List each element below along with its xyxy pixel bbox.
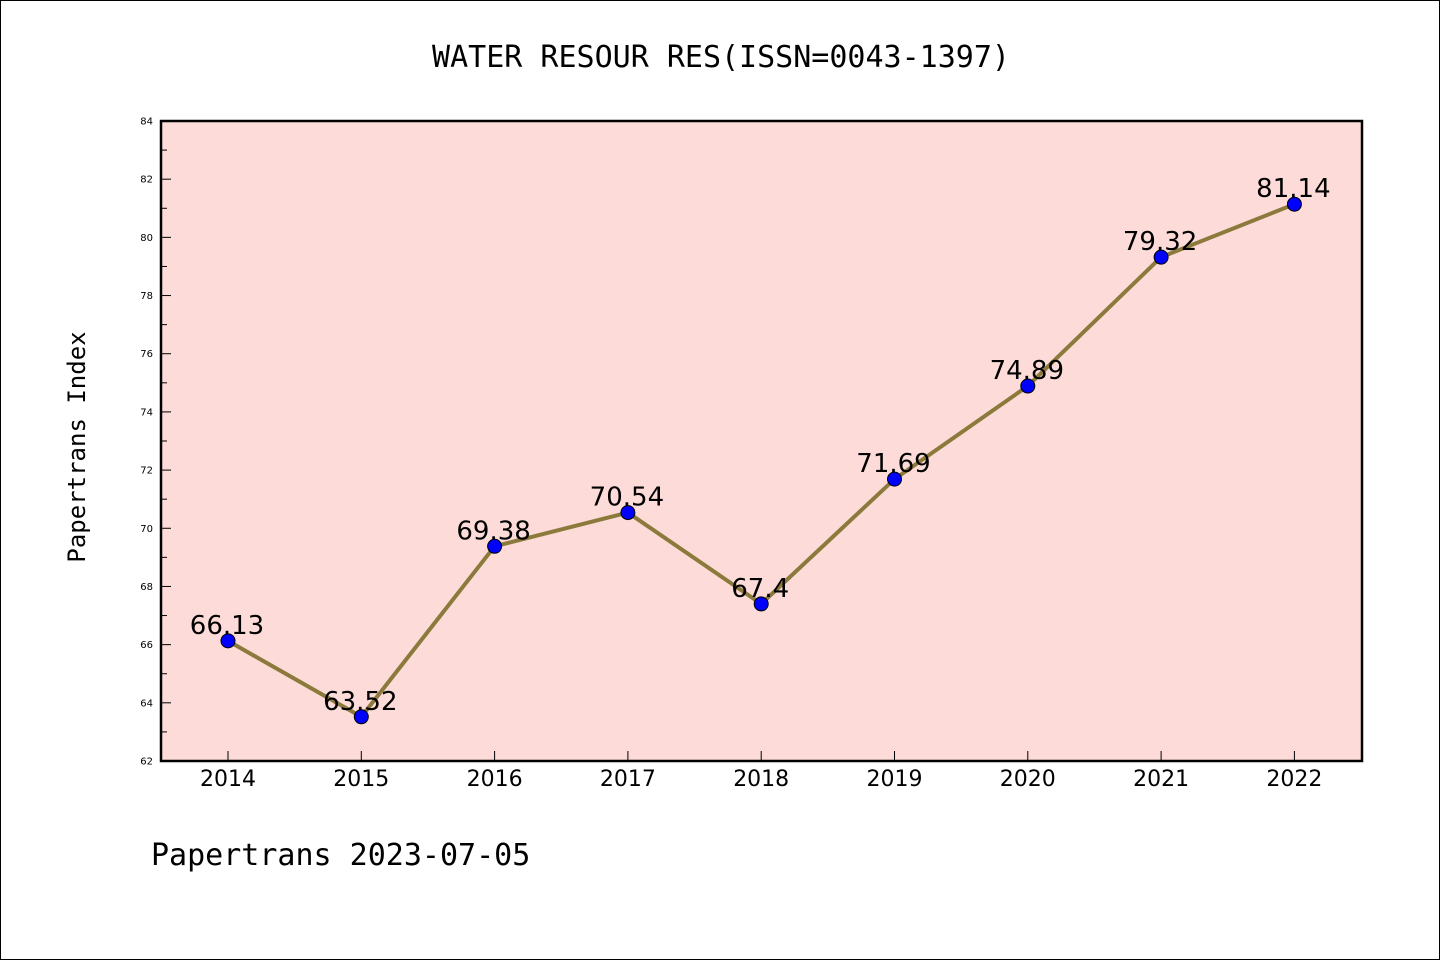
- x-tick-label: 2016: [467, 767, 523, 792]
- data-point: [487, 538, 503, 554]
- x-tick-label: 2014: [200, 767, 256, 792]
- y-tick-label: 78: [140, 291, 153, 302]
- data-label: 81.14: [1256, 174, 1330, 204]
- data-label: 74.89: [990, 356, 1064, 386]
- series-layer: 66.13 63.52 69.38 70.54 67.4 71.69 74.89 79.32 8…: [190, 174, 1331, 725]
- x-tick-label: 2019: [867, 767, 923, 792]
- y-tick-label: 84: [140, 117, 153, 128]
- data-point: [887, 471, 902, 487]
- data-point: [1020, 378, 1036, 394]
- x-axis: 2014 2015 2016 2017 2018 2019 2020 2021 2022: [200, 751, 1322, 792]
- plot-border: [159, 119, 1364, 763]
- data-label: 67.4: [731, 574, 789, 604]
- x-tick-label: 2018: [733, 767, 789, 792]
- data-point: [753, 596, 769, 612]
- data-label: 63.52: [323, 687, 397, 717]
- x-tick-label: 2022: [1266, 767, 1322, 792]
- y-tick-label: 64: [140, 698, 153, 709]
- footer-stamp: Papertrans 2023-07-05: [151, 838, 530, 873]
- y-tick-label: 72: [140, 466, 153, 477]
- x-tick-label: 2021: [1133, 767, 1189, 792]
- chart-title: WATER RESOUR RES(ISSN=0043-1397): [432, 40, 1010, 75]
- x-tick-label: 2017: [600, 767, 656, 792]
- data-point: [620, 505, 636, 521]
- data-label: 70.54: [590, 483, 664, 513]
- data-label: 66.13: [190, 611, 264, 641]
- y-tick-label: 62: [140, 757, 153, 768]
- data-point: [353, 709, 369, 725]
- data-point: [1153, 249, 1169, 265]
- data-point: [220, 633, 236, 649]
- data-label: 71.69: [856, 449, 930, 479]
- x-tick-label: 2015: [333, 767, 389, 792]
- y-tick-label: 68: [140, 582, 153, 593]
- plot-area: [161, 121, 1362, 761]
- y-tick-label: 80: [140, 233, 153, 244]
- data-label: 79.32: [1123, 227, 1197, 257]
- y-tick-label: 74: [140, 407, 153, 418]
- y-tick-label: 70: [140, 524, 153, 535]
- y-axis-label: Papertrans Index: [63, 331, 91, 562]
- y-tick-label: 82: [140, 175, 153, 186]
- x-tick-label: 2020: [1000, 767, 1056, 792]
- y-tick-label: 76: [140, 349, 153, 360]
- y-tick-label: 66: [140, 640, 153, 651]
- data-point: [1286, 196, 1302, 212]
- data-label: 69.38: [456, 516, 530, 546]
